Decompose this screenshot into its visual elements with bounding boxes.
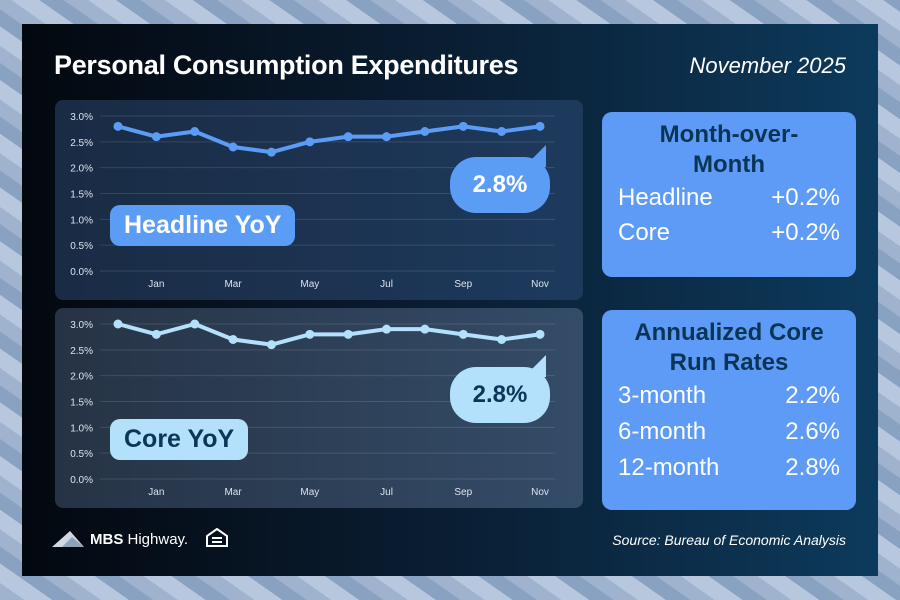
headline-latest-bubble: 2.8%	[450, 145, 550, 213]
page-title: Personal Consumption Expenditures	[54, 50, 519, 80]
core-yoy-label: Core YoY	[110, 419, 249, 460]
core-yoy-chart: 0.0% 0.5% 1.0% 1.5% 2.0% 2.5% 3.0% Jan Mar May Jul…	[55, 308, 583, 508]
svg-text:Jan: Jan	[148, 487, 164, 498]
headline-yoy-label: Headline YoY	[110, 205, 296, 246]
run-title-line2: Run Rates	[669, 349, 789, 376]
svg-text:3.0%: 3.0%	[70, 320, 93, 331]
equal-housing-icon	[206, 528, 229, 547]
svg-text:1.0%: 1.0%	[70, 215, 93, 226]
headline-yoy-chart: 0.0% 0.5% 1.0% 1.5% 2.0% 2.5% 3.0% Jan Mar May Jul…	[55, 100, 583, 300]
mbs-highway-logo: MBS Highway.	[52, 528, 229, 550]
svg-text:0.5%: 0.5%	[70, 241, 93, 252]
svg-text:Jan: Jan	[148, 279, 164, 290]
svg-text:0.0%: 0.0%	[70, 267, 93, 278]
run-12m-value: 2.8%	[785, 454, 840, 481]
mom-headline-label: Headline	[618, 184, 713, 211]
run-3m-value: 2.2%	[785, 382, 840, 409]
run-row-6m: 6-month 2.6%	[618, 414, 840, 450]
run-3m-label: 3-month	[618, 382, 707, 409]
run-row-3m: 3-month 2.2%	[618, 378, 840, 414]
svg-text:May: May	[300, 279, 319, 290]
mom-headline-value: +0.2%	[771, 184, 840, 211]
mom-row-core: Core +0.2%	[618, 215, 840, 250]
svg-text:Mar: Mar	[224, 487, 242, 498]
core-line-chart: 0.0% 0.5% 1.0% 1.5% 2.0% 2.5% 3.0% Jan Mar May Jul…	[70, 319, 555, 498]
svg-text:Sep: Sep	[454, 487, 472, 498]
svg-text:2.0%: 2.0%	[70, 164, 93, 175]
run-rates-card: Annualized Core Run Rates 3-month 2.2% 6…	[602, 310, 856, 510]
month-over-month-card: Month-over- Month Headline +0.2% Core +0…	[602, 112, 856, 277]
svg-text:May: May	[300, 487, 319, 498]
svg-text:Mar: Mar	[224, 279, 242, 290]
infographic-frame: Personal Consumption Expenditures Novemb…	[22, 24, 878, 576]
mountain-logo-icon	[52, 531, 84, 547]
svg-text:2.0%: 2.0%	[70, 372, 93, 383]
mom-core-value: +0.2%	[771, 219, 840, 246]
svg-text:Nov: Nov	[531, 279, 549, 290]
svg-text:1.5%: 1.5%	[70, 398, 93, 409]
svg-text:Sep: Sep	[454, 279, 472, 290]
svg-text:0.5%: 0.5%	[70, 449, 93, 460]
svg-text:Nov: Nov	[531, 487, 549, 498]
headline-line-chart: 0.0% 0.5% 1.0% 1.5% 2.0% 2.5% 3.0% Jan Mar May Jul…	[70, 112, 555, 290]
svg-text:2.5%: 2.5%	[70, 138, 93, 149]
mom-title-line1: Month-over-	[659, 121, 799, 148]
run-row-12m: 12-month 2.8%	[618, 450, 840, 486]
mom-row-headline: Headline +0.2%	[618, 180, 840, 215]
svg-text:1.5%: 1.5%	[70, 190, 93, 201]
run-6m-label: 6-month	[618, 418, 707, 445]
source-note: Source: Bureau of Economic Analysis	[612, 532, 846, 548]
svg-text:Jul: Jul	[380, 487, 393, 498]
svg-text:2.5%: 2.5%	[70, 346, 93, 357]
brand-name: MBS Highway.	[90, 530, 189, 548]
run-12m-label: 12-month	[618, 454, 720, 481]
svg-text:1.0%: 1.0%	[70, 423, 93, 434]
mom-core-label: Core	[618, 219, 671, 246]
run-title-line1: Annualized Core	[634, 319, 824, 346]
mom-title-line2: Month	[693, 151, 765, 178]
run-6m-value: 2.6%	[785, 418, 840, 445]
svg-text:0.0%: 0.0%	[70, 475, 93, 486]
svg-text:3.0%: 3.0%	[70, 112, 93, 123]
report-date: November 2025	[689, 53, 846, 78]
core-latest-bubble: 2.8%	[450, 355, 550, 423]
svg-text:Jul: Jul	[380, 279, 393, 290]
